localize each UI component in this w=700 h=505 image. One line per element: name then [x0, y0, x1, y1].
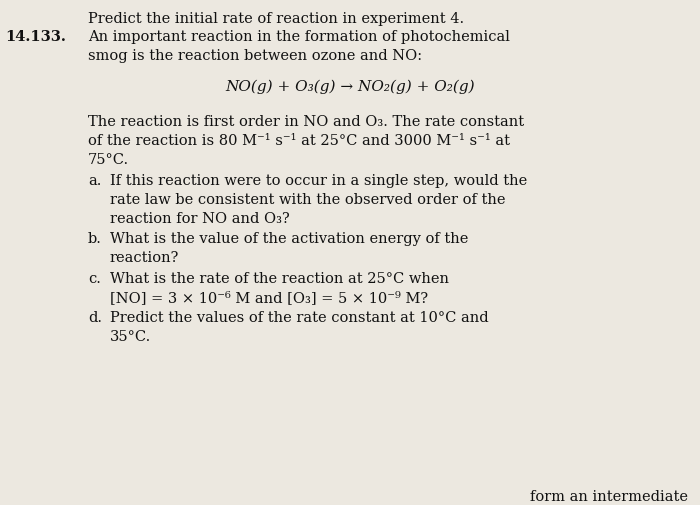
- Text: form an intermediate: form an intermediate: [530, 489, 688, 503]
- Text: smog is the reaction between ozone and NO:: smog is the reaction between ozone and N…: [88, 49, 422, 63]
- Text: Predict the values of the rate constant at 10°C and: Predict the values of the rate constant …: [110, 311, 489, 324]
- Text: d.: d.: [88, 311, 102, 324]
- Text: c.: c.: [88, 272, 101, 285]
- Text: The reaction is first order in NO and O₃. The rate constant: The reaction is first order in NO and O₃…: [88, 115, 524, 129]
- Text: of the reaction is 80 M⁻¹ s⁻¹ at 25°C and 3000 M⁻¹ s⁻¹ at: of the reaction is 80 M⁻¹ s⁻¹ at 25°C an…: [88, 134, 510, 147]
- Text: Predict the initial rate of reaction in experiment 4.: Predict the initial rate of reaction in …: [88, 12, 464, 26]
- Text: rate law be consistent with the observed order of the: rate law be consistent with the observed…: [110, 192, 505, 207]
- Text: 75°C.: 75°C.: [88, 153, 129, 167]
- Text: reaction?: reaction?: [110, 250, 179, 265]
- Text: If this reaction were to occur in a single step, would the: If this reaction were to occur in a sing…: [110, 174, 527, 188]
- Text: a.: a.: [88, 174, 102, 188]
- Text: An important reaction in the formation of photochemical: An important reaction in the formation o…: [88, 30, 510, 44]
- Text: NO(g) + O₃(g) → NO₂(g) + O₂(g): NO(g) + O₃(g) → NO₂(g) + O₂(g): [225, 80, 475, 94]
- Text: b.: b.: [88, 231, 102, 245]
- Text: What is the value of the activation energy of the: What is the value of the activation ener…: [110, 231, 468, 245]
- Text: What is the rate of the reaction at 25°C when: What is the rate of the reaction at 25°C…: [110, 272, 449, 285]
- Text: 35°C.: 35°C.: [110, 329, 151, 343]
- Text: reaction for NO and O₃?: reaction for NO and O₃?: [110, 212, 290, 226]
- Text: [NO] = 3 × 10⁻⁶ M and [O₃] = 5 × 10⁻⁹ M?: [NO] = 3 × 10⁻⁶ M and [O₃] = 5 × 10⁻⁹ M?: [110, 290, 428, 305]
- Text: 14.133.: 14.133.: [5, 30, 66, 44]
